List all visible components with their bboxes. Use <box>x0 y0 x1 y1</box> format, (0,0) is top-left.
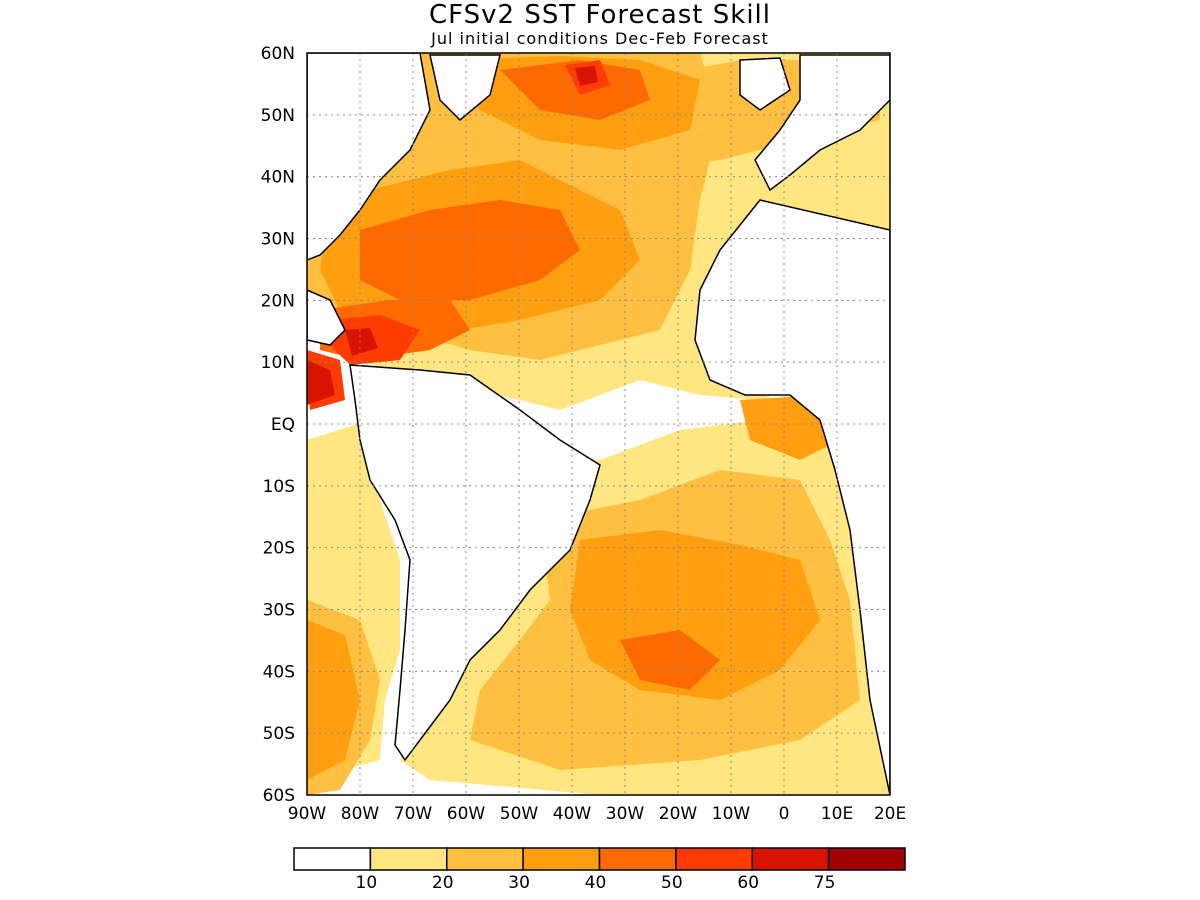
lat-label: EQ <box>271 415 295 435</box>
lon-label: 10E <box>821 804 853 824</box>
lon-label: 40W <box>553 804 592 824</box>
lon-label: 70W <box>394 804 433 824</box>
legend-swatch <box>675 847 753 871</box>
lon-label: 60W <box>447 804 486 824</box>
plot-frame <box>306 52 891 796</box>
land-outlines <box>307 53 890 795</box>
lat-label: 20N <box>261 291 295 311</box>
legend-tick-label: 40 <box>585 873 607 893</box>
legend-swatch <box>446 847 524 871</box>
skill-band-60-75 <box>307 66 598 405</box>
lat-label: 40N <box>261 168 295 188</box>
lat-label: 60S <box>263 786 295 806</box>
legend-tick-label: 20 <box>432 873 454 893</box>
lat-label: 10N <box>261 353 295 373</box>
lon-label: 50W <box>500 804 539 824</box>
lon-label: 0 <box>779 804 790 824</box>
lon-label: 90W <box>288 804 327 824</box>
lat-label: 20S <box>263 539 295 559</box>
lat-label: 30S <box>263 601 295 621</box>
chart-title: CFSv2 SST Forecast Skill <box>428 0 772 30</box>
lon-label: 20W <box>659 804 698 824</box>
legend-tick-label: 50 <box>661 873 683 893</box>
lat-label: 50S <box>263 724 295 744</box>
lat-label: 40S <box>263 662 295 682</box>
longitude-labels: 90W 80W 70W 60W 50W 40W 30W 20W 10W 0 10E 20E <box>288 804 906 824</box>
lat-label: 50N <box>261 106 295 126</box>
legend-swatch <box>522 847 601 871</box>
lon-label: 20E <box>874 804 906 824</box>
skill-fields <box>307 53 890 795</box>
legend-tick-label: 60 <box>737 873 759 893</box>
lat-label: 60N <box>261 44 295 64</box>
lat-label: 30N <box>261 230 295 250</box>
grid-lines <box>307 53 890 795</box>
latitude-labels: 60N 50N 40N 30N 20N 10N EQ 10S 20S 30S 40S 50S 60S <box>261 44 295 806</box>
legend-swatch <box>598 847 677 871</box>
legend-swatch <box>369 847 448 871</box>
legend-swatch <box>751 847 830 871</box>
skill-band-40-50 <box>320 60 720 690</box>
color-legend: 10 20 30 40 50 60 75 <box>293 847 906 893</box>
lat-label: 10S <box>263 477 295 497</box>
lon-label: 30W <box>606 804 645 824</box>
legend-swatch <box>293 847 372 871</box>
lon-label: 80W <box>341 804 380 824</box>
chart-subtitle: Jul initial conditions Dec-Feb Forecast <box>431 29 769 48</box>
legend-tick-label: 75 <box>814 873 836 893</box>
lon-label: 10W <box>712 804 751 824</box>
legend-swatch <box>827 847 906 871</box>
legend-tick-label: 30 <box>508 873 530 893</box>
legend-tick-label: 10 <box>356 873 378 893</box>
